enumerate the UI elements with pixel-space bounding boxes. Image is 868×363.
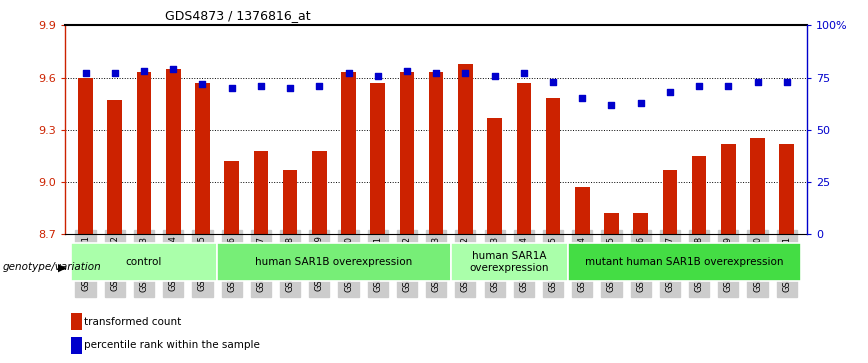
Text: ▶: ▶ (58, 263, 67, 273)
Point (604, 102, 618, 108)
Point (312, 83, 326, 89)
Bar (450, 243, 568, 281)
Point (488, 73, 502, 78)
Bar (312, 151, 326, 234)
Bar (136, 72, 151, 234)
Point (516, 70, 530, 76)
Point (779, 79, 793, 85)
Bar (71, 243, 217, 281)
Bar (779, 144, 794, 234)
Point (137, 69, 151, 74)
Bar (516, 83, 531, 234)
Text: transformed count: transformed count (84, 317, 181, 327)
Point (575, 95, 589, 101)
Bar (371, 83, 385, 234)
Point (342, 70, 356, 76)
Text: control: control (126, 257, 162, 267)
Bar (217, 243, 450, 281)
Bar (78, 78, 93, 234)
Point (400, 69, 414, 74)
Bar (692, 156, 707, 234)
Text: mutant human SAR1B overexpression: mutant human SAR1B overexpression (585, 257, 784, 267)
Bar (568, 243, 801, 281)
Bar (575, 187, 589, 234)
Bar (662, 170, 677, 234)
Point (721, 83, 735, 89)
Bar (195, 83, 210, 234)
Bar (108, 100, 122, 234)
Text: percentile rank within the sample: percentile rank within the sample (84, 340, 260, 350)
Point (225, 85, 239, 91)
Point (692, 83, 706, 89)
Point (283, 85, 297, 91)
Bar (253, 151, 268, 234)
Bar (283, 170, 298, 234)
Point (254, 83, 268, 89)
Point (546, 79, 560, 85)
Text: human SAR1A
overexpression: human SAR1A overexpression (470, 252, 549, 273)
Point (634, 100, 648, 106)
Bar (399, 72, 414, 234)
Point (663, 89, 677, 95)
Point (195, 81, 209, 87)
Text: genotype/variation: genotype/variation (3, 262, 102, 272)
Point (79, 70, 93, 76)
Bar (634, 213, 648, 234)
Text: human SAR1B overexpression: human SAR1B overexpression (255, 257, 412, 267)
Bar (487, 118, 502, 234)
Bar (224, 161, 239, 234)
Bar (604, 213, 619, 234)
Point (751, 79, 765, 85)
Point (371, 73, 385, 78)
Point (458, 70, 472, 76)
Bar (429, 72, 444, 234)
Bar (750, 138, 765, 234)
Bar (546, 98, 561, 234)
Bar (458, 64, 473, 234)
Bar (721, 144, 736, 234)
Point (167, 66, 181, 72)
Text: GDS4873 / 1376816_at: GDS4873 / 1376816_at (165, 9, 311, 22)
Point (429, 70, 443, 76)
Bar (341, 72, 356, 234)
Point (108, 70, 122, 76)
Bar (166, 69, 181, 234)
